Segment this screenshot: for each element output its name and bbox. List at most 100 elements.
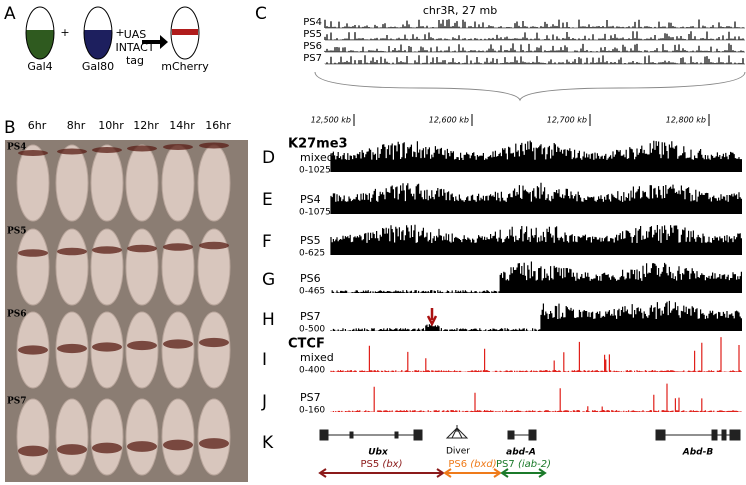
- coverage: [330, 182, 742, 214]
- time-label: 16hr: [205, 119, 231, 132]
- stripe: [163, 144, 193, 150]
- track-range: 0-500: [299, 325, 325, 335]
- gene-models: [319, 425, 741, 441]
- coverage: [324, 43, 744, 52]
- track-label: PS4: [300, 193, 321, 206]
- row-label: PS6: [303, 41, 322, 52]
- stripe: [57, 148, 87, 155]
- panel-letter: G: [262, 270, 275, 290]
- coverage: [324, 55, 744, 64]
- domain-region: (bxd): [470, 459, 496, 470]
- embryo: [161, 144, 195, 222]
- embryo: [197, 228, 231, 306]
- track-label: PS5: [300, 234, 321, 247]
- time-label: 6hr: [28, 119, 47, 132]
- domain-label: PS7 (iab-2): [496, 459, 551, 470]
- gene-label: Abd-B: [682, 448, 714, 458]
- embryo: [161, 311, 195, 389]
- domain-arrow: [443, 468, 502, 478]
- row-label: PS7: [303, 53, 322, 64]
- stripe: [57, 247, 87, 256]
- coverage: [330, 140, 742, 172]
- embryo: [161, 228, 195, 306]
- label: mCherry: [161, 60, 209, 73]
- track-label: mixed: [300, 351, 334, 364]
- track-label: PS7: [300, 310, 321, 323]
- track-label: PS6: [300, 272, 321, 285]
- stripe: [18, 150, 48, 156]
- coverage: [330, 383, 742, 412]
- coordinate: 12,500 kb: [311, 116, 351, 125]
- mcherry-embryo: [170, 6, 200, 60]
- domain-label: PS5 (bx): [360, 459, 402, 470]
- domain-name: PS6: [448, 459, 467, 470]
- row-label: PS5: [303, 29, 322, 40]
- label: tag: [126, 54, 144, 67]
- label: UAS: [124, 28, 147, 41]
- domain-region: (iab-2): [518, 459, 551, 470]
- panel-letter: D: [262, 148, 275, 168]
- track-range: 0-160: [299, 406, 325, 416]
- panel-letter: B: [4, 118, 16, 138]
- time-label: 10hr: [98, 119, 124, 132]
- coverage: [331, 261, 742, 293]
- track-range: 0-1075: [299, 208, 331, 218]
- embryo: [90, 228, 124, 306]
- embryo: [55, 228, 89, 306]
- domain-name: PS5: [360, 459, 379, 470]
- stripe: [127, 340, 157, 351]
- row-label: PS5: [7, 227, 27, 237]
- plus: +: [115, 26, 124, 39]
- plus: +: [60, 26, 69, 39]
- gal4-embryo: [25, 6, 55, 60]
- embryo: [16, 398, 50, 476]
- stripe: [92, 147, 122, 153]
- stripe: [199, 241, 229, 250]
- time-label: 12hr: [133, 119, 159, 132]
- track-range: 0-465: [299, 287, 325, 297]
- coverage: [330, 337, 742, 372]
- label: Gal80: [82, 60, 114, 73]
- coverage: [324, 31, 744, 40]
- stripe: [199, 142, 229, 149]
- panel-letter: I: [262, 350, 267, 370]
- stripe: [199, 438, 229, 449]
- coverage: [324, 19, 744, 28]
- time-label: 14hr: [169, 119, 195, 132]
- domain-label: PS6 (bxd): [448, 459, 496, 470]
- coverage: [330, 300, 742, 331]
- embryo: [161, 398, 195, 476]
- zoom-brace: [314, 71, 746, 102]
- label: INTACT: [115, 41, 154, 54]
- gal80-embryo: [83, 6, 113, 60]
- stripe: [57, 343, 87, 354]
- stripe: [163, 339, 193, 349]
- track-range: 0-1025: [299, 166, 331, 176]
- coordinate: 12,800 kb: [666, 116, 706, 125]
- title: chr3R, 27 mb: [423, 4, 497, 17]
- embryo: [55, 398, 89, 476]
- panel-letter: K: [262, 433, 274, 453]
- mark-label: K27me3: [288, 137, 348, 152]
- stripe: [18, 249, 48, 257]
- stripe: [18, 445, 48, 457]
- track-range: 0-400: [299, 366, 325, 376]
- panel-letter: E: [262, 190, 273, 210]
- embryo: [55, 144, 89, 222]
- stripe: [92, 442, 122, 454]
- embryo: [90, 144, 124, 222]
- stripe: [92, 246, 122, 254]
- row-label: PS6: [7, 310, 27, 320]
- panel-letter: C: [255, 4, 267, 24]
- stripe: [127, 145, 157, 152]
- gene-label: Diver: [446, 447, 470, 457]
- embryo: [197, 311, 231, 389]
- row-label: PS4: [303, 17, 322, 28]
- mark-label: CTCF: [288, 337, 325, 352]
- domain-arrow: [500, 468, 547, 478]
- panel-letter: F: [262, 232, 272, 252]
- stripe: [163, 243, 193, 251]
- arrow: [142, 35, 168, 49]
- embryo: [125, 144, 159, 222]
